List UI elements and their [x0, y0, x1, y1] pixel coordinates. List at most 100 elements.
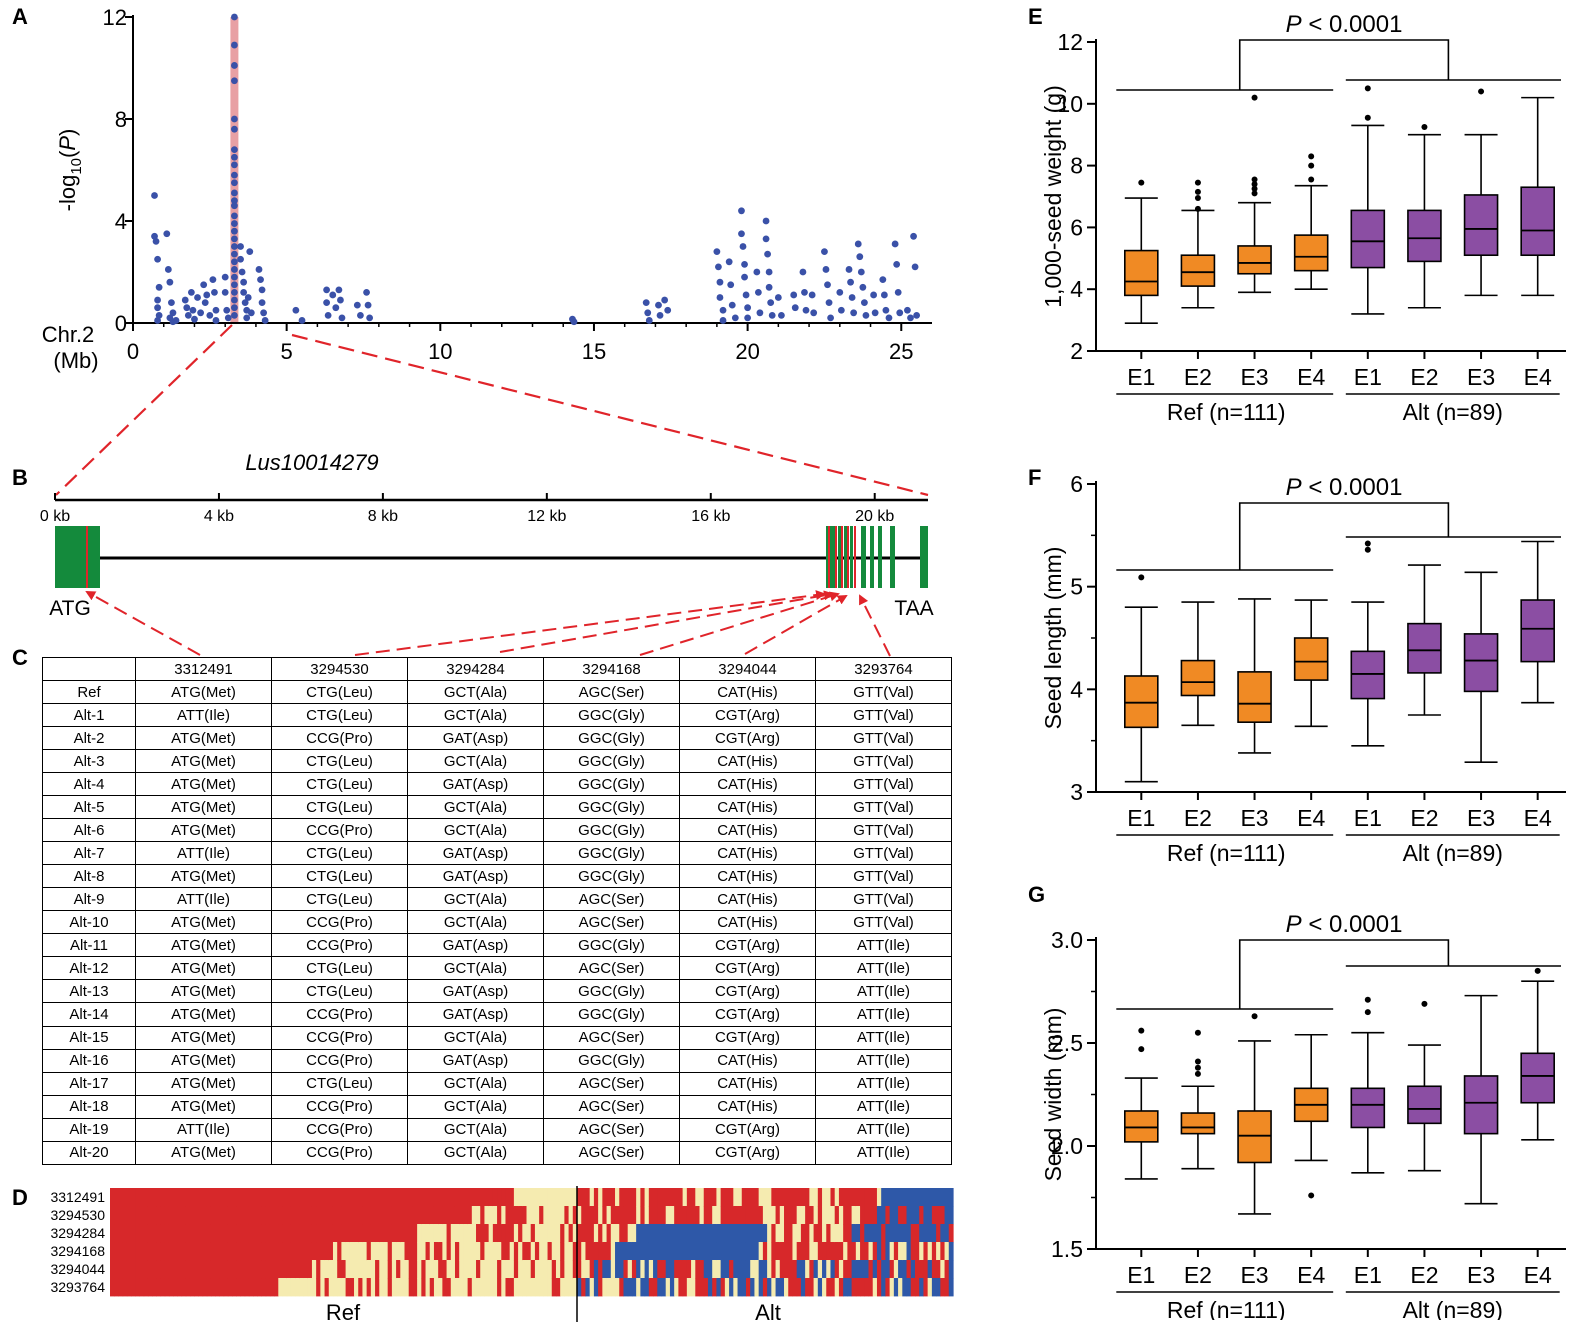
y-axis-label: Seed width (mm): [1040, 1008, 1066, 1182]
heatmap-cell: [223, 1206, 229, 1225]
box: [1350, 1087, 1386, 1129]
heatmap-cell: [236, 1260, 242, 1279]
p-value-label: P < 0.0001: [1286, 911, 1403, 938]
heatmap-cell: [860, 1278, 865, 1297]
heatmap-cell: [560, 1278, 565, 1297]
heatmap-cell: [817, 1242, 823, 1261]
heatmap-cell: [227, 1242, 233, 1261]
heatmap-cell: [644, 1206, 650, 1225]
y-tick-label: 4: [1070, 276, 1083, 302]
heatmap-cell: [936, 1278, 941, 1297]
snp-point: [151, 192, 158, 199]
snp-point: [172, 317, 180, 324]
box: [1463, 633, 1499, 693]
heatmap-cell: [311, 1224, 317, 1243]
heatmap-cell: [720, 1224, 726, 1243]
heatmap-cell: [206, 1206, 212, 1225]
heatmap-cell: [135, 1260, 141, 1279]
outlier-point: [1478, 88, 1485, 95]
snp-point: [238, 268, 246, 276]
stop-codon-label: TAA: [894, 597, 933, 620]
codon-cell: ATG(Met): [135, 1025, 272, 1050]
heatmap-cell: [551, 1242, 557, 1261]
heatmap-cell: [337, 1278, 342, 1297]
heatmap-cell: [779, 1278, 785, 1297]
heatmap-cell: [433, 1224, 439, 1243]
heatmap-cell: [316, 1224, 321, 1243]
haplotype-label: Alt-14: [42, 1002, 136, 1027]
snp-point: [169, 309, 177, 317]
heatmap-cell: [686, 1260, 692, 1279]
exon: [878, 526, 882, 588]
heatmap-cell: [316, 1188, 321, 1207]
snp-point: [155, 311, 163, 319]
heatmap-cell: [227, 1260, 233, 1279]
significant-locus-highlight: [230, 17, 239, 323]
heatmap-cell: [885, 1278, 891, 1297]
heatmap-cell: [135, 1206, 141, 1225]
codon-cell: CTG(Leu): [271, 864, 408, 889]
heatmap-cell: [830, 1242, 836, 1261]
heatmap-cell: [682, 1224, 688, 1243]
heatmap-cell: [261, 1224, 267, 1243]
heatmap-cell: [754, 1206, 760, 1225]
heatmap-cell: [893, 1278, 899, 1297]
heatmap-cell: [320, 1206, 326, 1225]
heatmap-cell: [619, 1224, 625, 1243]
heatmap-ref-label: Ref: [326, 1300, 361, 1325]
heatmap-cell: [497, 1242, 502, 1261]
heatmap-cell: [843, 1260, 848, 1279]
snp-point: [231, 171, 238, 179]
heatmap-cell: [341, 1278, 347, 1297]
heatmap-cell: [396, 1188, 401, 1207]
snp-point: [231, 13, 238, 21]
snp-point: [716, 278, 724, 286]
codon-cell: CAT(His): [679, 795, 816, 820]
heatmap-cell: [476, 1188, 481, 1207]
heatmap-cell: [826, 1260, 832, 1279]
x-tick-label: E3: [1240, 1262, 1268, 1288]
y-tick-label: 2.5: [1051, 1030, 1083, 1056]
snp-point: [203, 291, 211, 299]
heatmap-cell: [232, 1206, 237, 1225]
heatmap-cell: [745, 1224, 751, 1243]
snp-point: [880, 291, 888, 299]
snp-point: [184, 311, 192, 319]
heatmap-cell: [219, 1224, 225, 1243]
x-tick-label: E4: [1297, 1262, 1325, 1288]
heatmap-cell: [324, 1188, 330, 1207]
heatmap-cell: [560, 1224, 565, 1243]
heatmap-cell: [898, 1206, 903, 1225]
heatmap-cell: [194, 1278, 199, 1297]
heatmap-cell: [572, 1242, 578, 1261]
heatmap-cell: [131, 1260, 136, 1279]
heatmap-cell: [320, 1188, 326, 1207]
heatmap-cell: [661, 1260, 667, 1279]
outlier-point: [1251, 185, 1258, 192]
snp-point: [822, 266, 830, 273]
heatmap-cell: [817, 1260, 823, 1279]
heatmap-cell: [775, 1224, 781, 1243]
heatmap-cell: [534, 1188, 540, 1207]
heatmap-cell: [543, 1242, 549, 1261]
heatmap-cell: [771, 1242, 777, 1261]
heatmap-cell: [872, 1224, 878, 1243]
heatmap-cell: [404, 1188, 410, 1207]
snp-point: [197, 309, 205, 317]
heatmap-cell: [686, 1278, 692, 1297]
heatmap-cell: [408, 1188, 414, 1207]
snp-point: [181, 296, 189, 304]
heatmap-cell: [843, 1206, 848, 1225]
heatmap-cell: [354, 1188, 359, 1207]
heatmap-cell: [838, 1224, 844, 1243]
heatmap-row-label: 3294284: [50, 1225, 105, 1241]
heatmap-cell: [906, 1242, 912, 1261]
heatmap-cell: [459, 1224, 465, 1243]
heatmap-cell: [387, 1206, 393, 1225]
snp-point: [231, 125, 238, 133]
x-tick-label: 10: [428, 339, 452, 364]
heatmap-cell: [855, 1260, 861, 1279]
kb-tick-label: 12 kb: [527, 508, 566, 525]
heatmap-cell: [851, 1278, 857, 1297]
heatmap-cell: [274, 1206, 279, 1225]
